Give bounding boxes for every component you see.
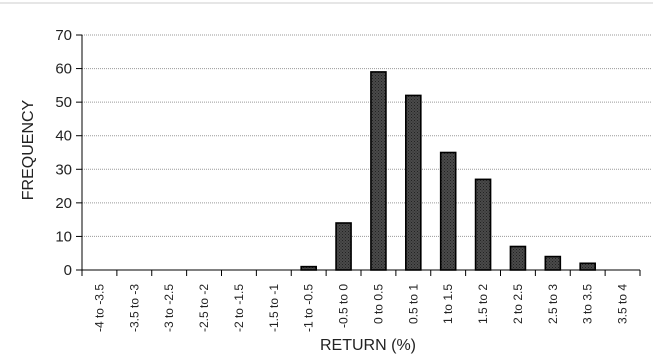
- gridlines: [82, 34, 652, 237]
- bar: [405, 94, 422, 271]
- x-tick-label: -0.5 to 0: [337, 284, 351, 328]
- x-tick-label: 0 to 0.5: [371, 284, 385, 324]
- bar: [300, 265, 317, 271]
- x-tick-label: 2 to 2.5: [511, 284, 525, 324]
- x-tick-label: -4 to -3.5: [92, 284, 106, 332]
- x-tick-label: -2.5 to -2: [197, 284, 211, 332]
- y-axis-title: FREQUENCY: [20, 99, 37, 200]
- bar: [439, 151, 457, 271]
- x-tick-label: 1.5 to 2: [476, 284, 490, 324]
- x-tick-label: 1 to 1.5: [441, 284, 455, 324]
- bar: [509, 245, 527, 271]
- x-tick-label: 0.5 to 1: [406, 284, 420, 324]
- bar: [335, 222, 352, 271]
- y-tick-label: 50: [55, 94, 72, 111]
- bar: [474, 178, 492, 271]
- y-tick-labels: 0 10 20 30 40 50 60 70: [55, 27, 72, 279]
- x-tick-label: -1 to -0.5: [302, 284, 316, 332]
- bar: [370, 71, 387, 271]
- x-tick-label: -3 to -2.5: [162, 284, 176, 332]
- x-tick-label: 3.5 to 4: [616, 284, 630, 324]
- bar: [544, 255, 562, 271]
- x-axis-title: RETURN (%): [320, 337, 416, 354]
- x-tick-label: -1.5 to -1: [267, 284, 281, 332]
- x-tick-label: -3.5 to -3: [127, 284, 141, 332]
- bars: [300, 71, 596, 271]
- x-tick-labels: -4 to -3.5 -3.5 to -3 -3 to -2.5 -2.5 to -2…: [92, 284, 629, 332]
- x-tick-label: -2 to -1.5: [232, 284, 246, 332]
- y-tick-label: 30: [55, 161, 72, 178]
- y-tick-label: 0: [64, 262, 72, 279]
- x-tick-label: 2.5 to 3: [546, 284, 560, 324]
- bar: [579, 262, 596, 271]
- y-tick-label: 10: [55, 228, 72, 245]
- y-tick-label: 70: [55, 27, 72, 44]
- x-tick-label: 3 to 3.5: [581, 284, 595, 324]
- y-tick-label: 40: [55, 128, 72, 145]
- axes: [76, 34, 641, 276]
- y-tick-label: 60: [55, 61, 72, 78]
- y-tick-label: 20: [55, 195, 72, 212]
